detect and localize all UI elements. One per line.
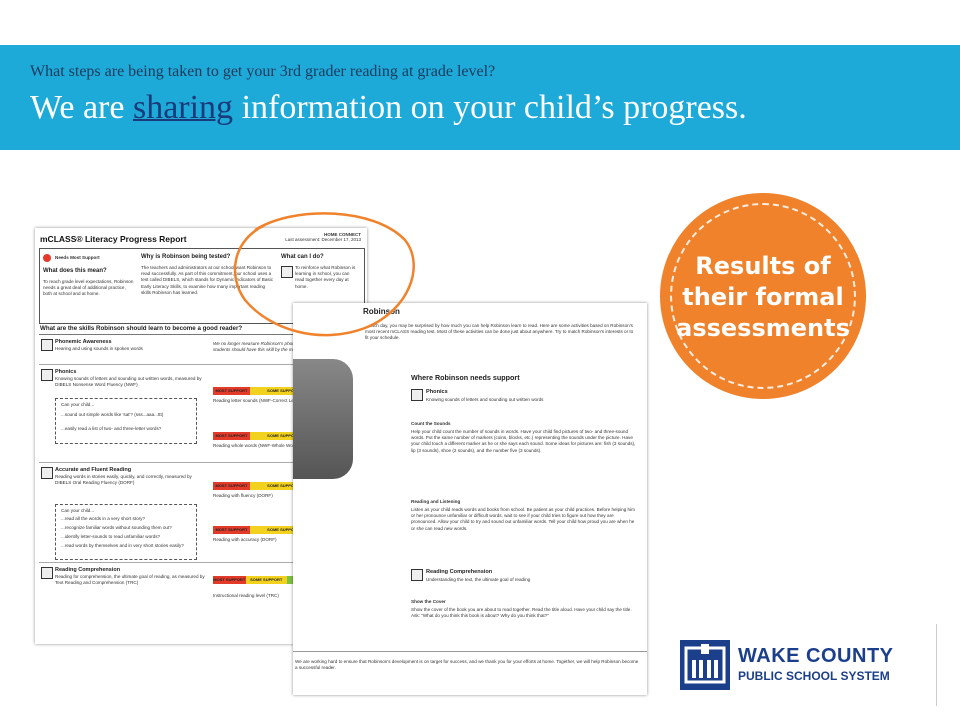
section-title-comprehension: Reading Comprehension (55, 567, 121, 573)
report-meta: HOME CONNECT Last assessment: December 17… (285, 232, 361, 242)
bar-some: SOME SUPPORT (245, 576, 287, 584)
child-photo (293, 359, 353, 479)
phonemic-note: We no longer measure Robinson's phonemic… (213, 341, 347, 353)
magnifier-icon (41, 567, 53, 579)
highlight-circle (233, 212, 415, 337)
divider (39, 334, 363, 335)
divider (39, 364, 363, 365)
sheet-footer: We are working hard to ensure that Robin… (295, 659, 639, 671)
activity-sheet-page: Robinson ...each day, you may be surpris… (293, 303, 647, 695)
sheet-name: Robinson (363, 307, 400, 316)
phonics-bar1-label: Reading letter sounds (NWF-Correct Lette… (213, 398, 319, 403)
school-building-logo-icon (680, 640, 730, 690)
callout-line-1: Results of (695, 252, 831, 280)
bar-most: MOST SUPPORT (213, 576, 246, 584)
divider (936, 624, 937, 706)
header-banner: What steps are being taken to get your 3… (0, 45, 960, 150)
fluency-q2: ...read all the words in a very short st… (61, 516, 145, 521)
parent-child-icon (281, 266, 293, 278)
report-title: mCLASS® Literacy Progress Report (40, 234, 187, 244)
sheet-intro: ...each day, you may be surprised by how… (365, 323, 634, 341)
report-summary-box (39, 248, 365, 324)
ear-icon (41, 339, 53, 351)
fluency-q3: ...recognize familiar words without soun… (61, 525, 172, 530)
count-title: Count the Sounds (411, 421, 451, 426)
listen-text: Listen as your child reads words and boo… (411, 507, 635, 531)
listen-title: Reading and Listening (411, 499, 461, 504)
cover-text: Show the cover of the book you are about… (411, 607, 632, 619)
divider (39, 562, 363, 563)
bar-most: MOST SUPPORT (213, 387, 250, 395)
what-mean-title: What does this mean? (43, 268, 107, 274)
report-meta-label: HOME CONNECT (324, 232, 361, 237)
can-do-title: What can I do? (281, 254, 324, 260)
section-desc-comprehension: Reading for comprehension, the ultimate … (55, 574, 205, 586)
bar-some: SOME SUPPORT (250, 432, 317, 440)
headline-link-sharing[interactable]: sharing (132, 89, 234, 126)
fluency-bar2-label: Reading with accuracy (DORF) (213, 537, 277, 542)
red-status-icon (43, 254, 51, 262)
phonics-q2: ...sound out simple words like 'sat'? (s… (61, 412, 164, 417)
section-desc-fluency: Reading words in stories easily, quickly… (55, 474, 192, 486)
divider (39, 462, 363, 463)
phonics-desc: Knowing sounds of letters and sounding o… (426, 397, 544, 402)
banner-headline: We are sharing information on your child… (30, 89, 747, 127)
why-tested-text: The teachers and administrators at our s… (141, 265, 273, 295)
why-tested-title: Why is Robinson being tested? (141, 254, 231, 260)
bar-some: SOME SUPPORT (250, 387, 317, 395)
book-icon (41, 467, 53, 479)
wcpss-logo: WAKE COUNTY PUBLIC SCHOOL SYSTEM (680, 640, 920, 692)
bar-most: MOST SUPPORT (213, 432, 250, 440)
fluency-question-box (55, 504, 197, 560)
banner-question: What steps are being taken to get your 3… (30, 63, 496, 80)
headline-post: information on your child’s progress. (233, 89, 747, 126)
eye-icon (41, 369, 53, 381)
bar-some: SOME SUPPORT (250, 526, 317, 534)
callout-dashed-ring (670, 203, 856, 389)
phonics-title: Phonics (426, 389, 448, 395)
bar-most: MOST SUPPORT (213, 482, 250, 490)
bar-some: SOME SUPPORT (250, 482, 317, 490)
skills-title: What are the skills Robinson should lear… (40, 325, 243, 332)
section-title-phonics: Phonics (55, 369, 77, 375)
fluency-q1: Can your child... (61, 508, 95, 513)
eye-icon (411, 389, 423, 401)
count-text: Help your child count the number of soun… (411, 429, 636, 453)
magnifier-icon (411, 569, 423, 581)
headline-pre: We are (30, 89, 133, 126)
logo-line-2: PUBLIC SCHOOL SYSTEM (738, 669, 890, 683)
report-meta-date: Last assessment: December 17, 2013 (285, 237, 361, 242)
fluency-bar1-label: Reading with fluency (DORF) (213, 493, 273, 498)
section-title-phonemic: Phonemic Awareness (55, 339, 112, 345)
callout-line-2: their formal (682, 283, 844, 311)
logo-line-1: WAKE COUNTY (738, 645, 894, 667)
results-callout: Results of their formal assessments (660, 193, 866, 399)
support-heading: Where Robinson needs support (411, 373, 520, 382)
comprehension-bar-label: Instructional reading level (TRC) (213, 593, 279, 598)
rc-desc: Understanding the text, the ultimate goa… (426, 577, 531, 582)
callout-line-3: assessments (676, 314, 850, 342)
section-desc-phonics: Knowing sounds of letters and sounding o… (55, 376, 202, 388)
section-title-fluency: Accurate and Fluent Reading (55, 467, 132, 473)
callout-text: Results of their formal assessments (660, 251, 866, 344)
fluency-q4: ...identify letter-sounds to read unfami… (61, 534, 161, 539)
phonics-q1: Can your child... (61, 402, 95, 407)
bar-most: MOST SUPPORT (213, 526, 250, 534)
rc-title: Reading Comprehension (426, 569, 493, 575)
phonics-bar2-label: Reading whole words (NWF-Whole Words Rea… (213, 443, 313, 448)
fluency-q5: ...read words by themselves and in very … (61, 543, 184, 548)
phonics-q3: ...easily read a list of two- and three-… (61, 426, 162, 431)
needs-support-label: Needs Most Support (55, 255, 100, 260)
can-do-text: To reinforce what Robinson is learning i… (295, 265, 356, 289)
divider (293, 651, 647, 652)
section-desc-phonemic: Hearing and using sounds in spoken words (55, 346, 143, 351)
what-mean-text: To reach grade level expectations, Robin… (43, 279, 134, 297)
phonics-question-box (55, 398, 197, 444)
cover-title: Show the Cover (411, 599, 446, 604)
